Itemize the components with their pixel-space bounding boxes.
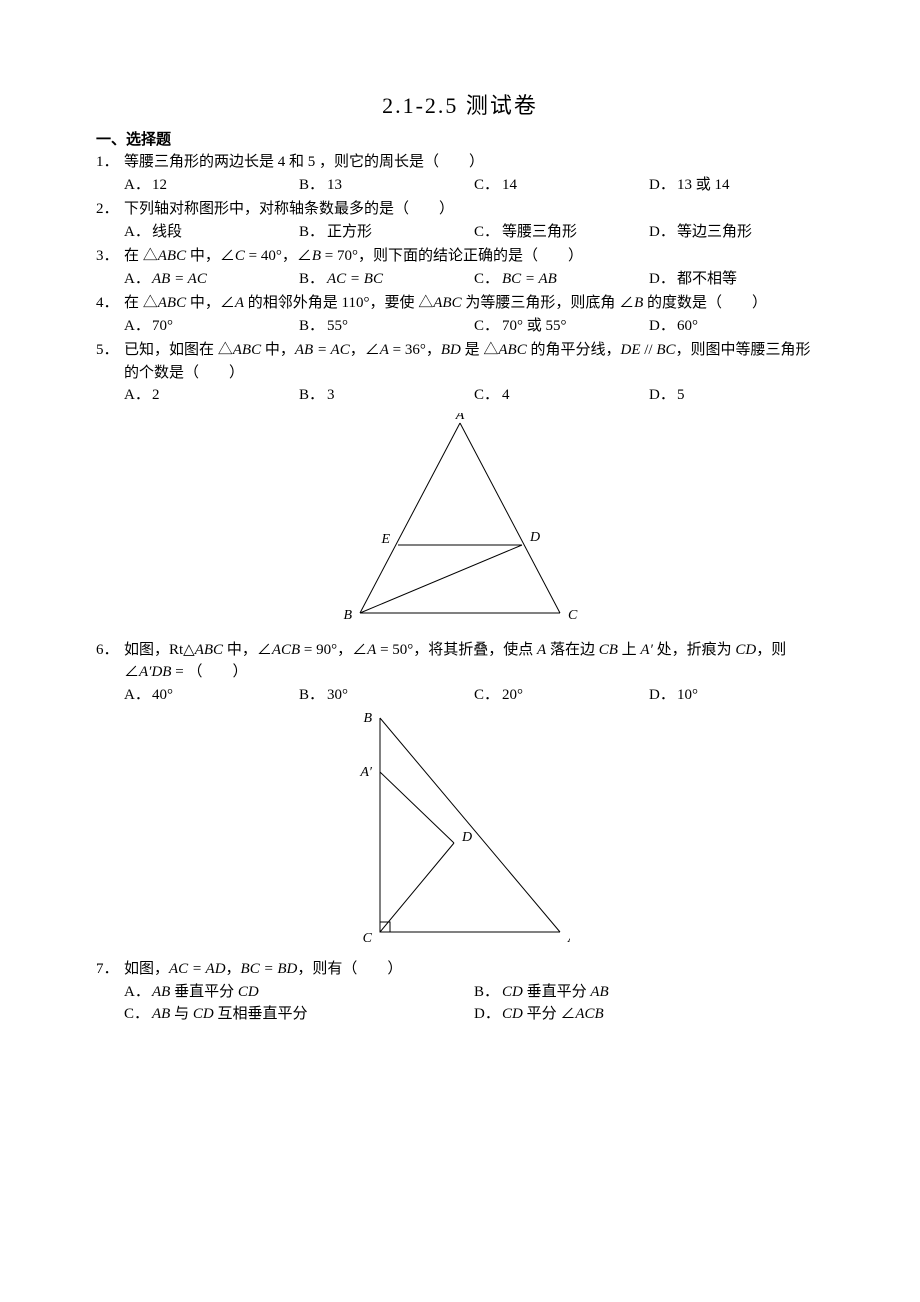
q6-options: A．40° B．30° C．20° D．10° xyxy=(96,684,824,707)
question-2: 2． 下列轴对称图形中，对称轴条数最多的是（ ） A．线段 B．正方形 C．等腰… xyxy=(96,198,824,243)
svg-text:A′: A′ xyxy=(359,765,373,780)
opt-label-c: C． xyxy=(474,174,502,197)
q1-b: 13 xyxy=(327,177,342,193)
q1-opt-c: C．14 xyxy=(474,174,649,197)
q3-opt-b: B．AC = BC xyxy=(299,268,474,291)
q1-opt-d: D．13 或 14 xyxy=(649,174,824,197)
q7-text: 如图，AC = AD，BC = BD，则有（ ） xyxy=(124,958,824,981)
q1-c: 14 xyxy=(502,177,517,193)
figure-q5: A B C D E xyxy=(96,413,824,633)
q6-opt-d: D．10° xyxy=(649,684,824,707)
q7-opt-c: C．AB 与 CD 互相垂直平分 xyxy=(124,1003,474,1026)
q2-opt-a: A．线段 xyxy=(124,221,299,244)
q1-opt-b: B．13 xyxy=(299,174,474,197)
q2-num: 2． xyxy=(96,198,124,221)
q1-options: A．12 B．13 C．14 D．13 或 14 xyxy=(96,174,824,197)
question-7: 7． 如图，AC = AD，BC = BD，则有（ ） A．AB 垂直平分 CD… xyxy=(96,958,824,1026)
q1-a: 12 xyxy=(152,177,167,193)
svg-text:B: B xyxy=(343,608,352,623)
section-heading: 一、选择题 xyxy=(96,128,824,149)
blank: （ ） xyxy=(424,154,484,170)
question-3: 3． 在 △ABC 中，∠C = 40°，∠B = 70°，则下面的结论正确的是… xyxy=(96,245,824,290)
q5-opt-a: A．2 xyxy=(124,384,299,407)
q7-opt-b: B．CD 垂直平分 AB xyxy=(474,981,824,1004)
q1-num: 1． xyxy=(96,151,124,174)
q6-num: 6． xyxy=(96,639,124,684)
q3-num: 3． xyxy=(96,245,124,268)
q3-text: 在 △ABC 中，∠C = 40°，∠B = 70°，则下面的结论正确的是（ ） xyxy=(124,245,824,268)
figure-q6: A B C D A′ xyxy=(96,712,824,952)
q7-opt-a: A．AB 垂直平分 CD xyxy=(124,981,474,1004)
q1-opt-a: A．12 xyxy=(124,174,299,197)
q7-options-row1: A．AB 垂直平分 CD B．CD 垂直平分 AB xyxy=(96,981,824,1004)
q4-options: A．70° B．55° C．70° 或 55° D．60° xyxy=(96,315,824,338)
q4-opt-c: C．70° 或 55° xyxy=(474,315,649,338)
q4-opt-d: D．60° xyxy=(649,315,824,338)
svg-text:D: D xyxy=(461,830,472,845)
q5-options: A．2 B．3 C．4 D．5 xyxy=(96,384,824,407)
q2-options: A．线段 B．正方形 C．等腰三角形 D．等边三角形 xyxy=(96,221,824,244)
page-title: 2.1-2.5 测试卷 xyxy=(96,88,824,120)
svg-text:E: E xyxy=(380,532,390,547)
q2-opt-d: D．等边三角形 xyxy=(649,221,824,244)
q7-num: 7． xyxy=(96,958,124,981)
svg-text:C: C xyxy=(568,608,578,623)
svg-text:C: C xyxy=(363,931,373,946)
q4-opt-b: B．55° xyxy=(299,315,474,338)
q1-text: 等腰三角形的两边长是 4 和 5 ，则它的周长是（ ） xyxy=(124,151,824,174)
blank: （ ） xyxy=(394,201,454,217)
q4-text: 在 △ABC 中，∠A 的相邻外角是 110°，要使 △ABC 为等腰三角形，则… xyxy=(124,292,824,315)
question-4: 4． 在 △ABC 中，∠A 的相邻外角是 110°，要使 △ABC 为等腰三角… xyxy=(96,292,824,337)
right-triangle-fold-icon: A B C D A′ xyxy=(350,712,570,947)
q2-opt-c: C．等腰三角形 xyxy=(474,221,649,244)
q1-d: 13 或 14 xyxy=(677,177,730,193)
q6-opt-c: C．20° xyxy=(474,684,649,707)
q7-options-row2: C．AB 与 CD 互相垂直平分 D．CD 平分 ∠ACB xyxy=(96,1003,824,1026)
q4-opt-a: A．70° xyxy=(124,315,299,338)
q6-opt-b: B．30° xyxy=(299,684,474,707)
q5-opt-d: D．5 xyxy=(649,384,824,407)
opt-label-b: B． xyxy=(299,174,327,197)
svg-text:A: A xyxy=(455,413,465,423)
q5-text: 已知，如图在 △ABC 中，AB = AC，∠A = 36°，BD 是 △ABC… xyxy=(124,339,824,384)
question-5: 5． 已知，如图在 △ABC 中，AB = AC，∠A = 36°，BD 是 △… xyxy=(96,339,824,407)
q5-num: 5． xyxy=(96,339,124,384)
q1-stem: 等腰三角形的两边长是 4 和 5 ，则它的周长是 xyxy=(124,154,424,170)
q5-opt-b: B．3 xyxy=(299,384,474,407)
triangle-diagram-icon: A B C D E xyxy=(340,413,580,628)
q6-text: 如图，Rt△ABC 中，∠ACB = 90°，∠A = 50°，将其折叠，使点 … xyxy=(124,639,824,684)
q2-opt-b: B．正方形 xyxy=(299,221,474,244)
q3-opt-c: C．BC = AB xyxy=(474,268,649,291)
q3-options: A．AB = AC B．AC = BC C．BC = AB D．都不相等 xyxy=(96,268,824,291)
q5-opt-c: C．4 xyxy=(474,384,649,407)
q4-num: 4． xyxy=(96,292,124,315)
opt-label-a: A． xyxy=(124,174,152,197)
opt-label-d: D． xyxy=(649,174,677,197)
q6-opt-a: A．40° xyxy=(124,684,299,707)
q3-opt-d: D．都不相等 xyxy=(649,268,824,291)
page: 2.1-2.5 测试卷 一、选择题 1． 等腰三角形的两边长是 4 和 5 ，则… xyxy=(0,0,920,1302)
q7-opt-d: D．CD 平分 ∠ACB xyxy=(474,1003,824,1026)
q2-text: 下列轴对称图形中，对称轴条数最多的是（ ） xyxy=(124,198,824,221)
svg-text:B: B xyxy=(363,712,372,726)
question-6: 6． 如图，Rt△ABC 中，∠ACB = 90°，∠A = 50°，将其折叠，… xyxy=(96,639,824,707)
svg-text:A: A xyxy=(567,931,570,946)
q2-stem: 下列轴对称图形中，对称轴条数最多的是 xyxy=(124,201,394,217)
question-1: 1． 等腰三角形的两边长是 4 和 5 ，则它的周长是（ ） A．12 B．13… xyxy=(96,151,824,196)
svg-text:D: D xyxy=(529,530,540,545)
q3-opt-a: A．AB = AC xyxy=(124,268,299,291)
